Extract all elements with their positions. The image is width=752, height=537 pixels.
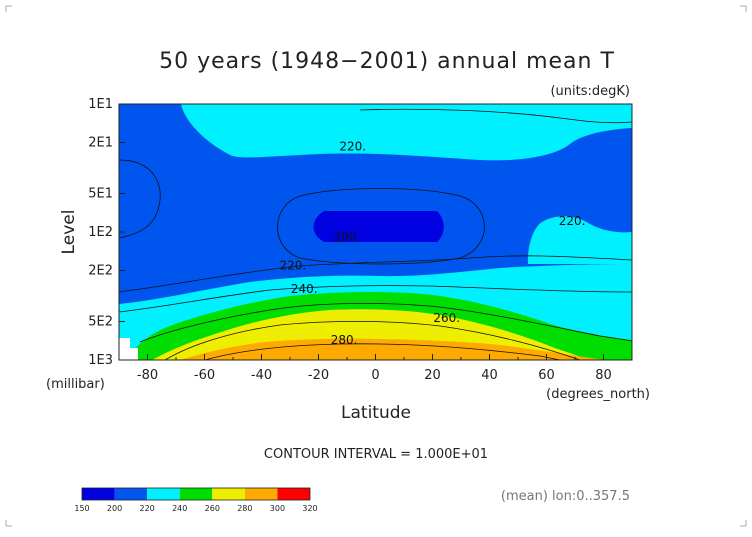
contour-lines bbox=[118, 108, 633, 361]
y-tick-label: 1E3 bbox=[88, 353, 113, 368]
corner-marks bbox=[5, 5, 747, 527]
colorbar-tick-label: 150 bbox=[74, 504, 89, 513]
x-tick-label: 0 bbox=[371, 368, 379, 383]
contour-label: 200. bbox=[334, 230, 361, 244]
y-tick-label: 2E2 bbox=[88, 264, 113, 279]
colorbar-tick-label: 260 bbox=[205, 504, 220, 513]
y-axis: 1E1 2E1 5E1 1E2 2E2 5E2 1E3 bbox=[88, 97, 125, 368]
x-tick-label: 80 bbox=[595, 368, 612, 383]
contour-label: 260. bbox=[433, 311, 460, 325]
colorbar-tick-label: 200 bbox=[107, 504, 122, 513]
contour-line-290-band bbox=[204, 343, 561, 361]
contour-line-270-band bbox=[164, 320, 581, 361]
colorbar-swatch bbox=[277, 488, 310, 500]
contour-line-230-band bbox=[118, 285, 633, 313]
contour-line-210-ring bbox=[277, 188, 485, 265]
x-tick-label: -60 bbox=[194, 368, 215, 383]
y-tick-label: 1E1 bbox=[88, 97, 113, 112]
contour-line-220-band bbox=[118, 255, 633, 293]
colorbar-swatch bbox=[147, 488, 180, 500]
y-tick-label: 1E2 bbox=[88, 225, 113, 240]
colorbar-tick-label: 240 bbox=[172, 504, 187, 513]
colorbar-swatch bbox=[244, 488, 278, 500]
contour-fill-200-core bbox=[313, 211, 444, 242]
contour-fill-220-top bbox=[181, 104, 632, 161]
contour-line-230-top bbox=[359, 108, 633, 124]
colorbar-tick-label: 320 bbox=[302, 504, 317, 513]
y-tick-label: 5E1 bbox=[88, 186, 113, 201]
colorbar-swatch bbox=[212, 488, 245, 500]
colorbar-swatch bbox=[179, 488, 213, 500]
contour-label: 220. bbox=[279, 259, 306, 273]
contour-fill-220-right bbox=[527, 216, 632, 264]
colorbar: 150 200 220 240 260 280 300 320 bbox=[74, 487, 318, 513]
contour-label: 280. bbox=[331, 333, 358, 347]
colorbar-tick-label: 300 bbox=[270, 504, 285, 513]
contour-fill-280-300 bbox=[180, 338, 605, 360]
contour-labels: 220. 200. 220. 220. 240. 260. 280. bbox=[279, 140, 585, 348]
footnote-label: (mean) lon:0..357.5 bbox=[501, 489, 630, 504]
contour-interval-label: CONTOUR INTERVAL = 1.000E+01 bbox=[264, 447, 488, 462]
x-tick-label: 60 bbox=[538, 368, 555, 383]
contour-label: 240. bbox=[291, 282, 318, 296]
y-axis-title: Level bbox=[59, 210, 79, 255]
x-tick-label: 20 bbox=[424, 368, 441, 383]
colorbar-swatch bbox=[82, 488, 115, 500]
x-axis-title: Latitude bbox=[341, 403, 411, 423]
x-axis: -80 -60 -40 -20 0 20 40 60 80 bbox=[118, 354, 633, 383]
colorbar-tick-label: 280 bbox=[237, 504, 252, 513]
x-tick-label: -40 bbox=[251, 368, 272, 383]
colorbar-tick-label: 220 bbox=[140, 504, 155, 513]
units-label: (units:degK) bbox=[550, 84, 630, 99]
x-tick-label: 40 bbox=[481, 368, 498, 383]
colorbar-swatch bbox=[114, 488, 148, 500]
y-tick-label: 2E1 bbox=[88, 136, 113, 151]
x-tick-label: -20 bbox=[308, 368, 329, 383]
x-tick-label: -80 bbox=[137, 368, 158, 383]
x-axis-units: (degrees_north) bbox=[546, 387, 650, 402]
chart-title: 50 years (1948−2001) annual mean T bbox=[159, 49, 615, 74]
colorbar-frame bbox=[81, 487, 311, 501]
contour-label: 220. bbox=[559, 214, 586, 228]
contour-label: 220. bbox=[339, 140, 366, 154]
contour-line-220-left bbox=[118, 159, 161, 239]
contour-fills bbox=[119, 104, 632, 360]
y-axis-units: (millibar) bbox=[46, 377, 105, 392]
y-tick-label: 5E2 bbox=[88, 314, 113, 329]
missing-data-corner bbox=[119, 338, 138, 360]
contour-line-250-band bbox=[139, 302, 633, 343]
